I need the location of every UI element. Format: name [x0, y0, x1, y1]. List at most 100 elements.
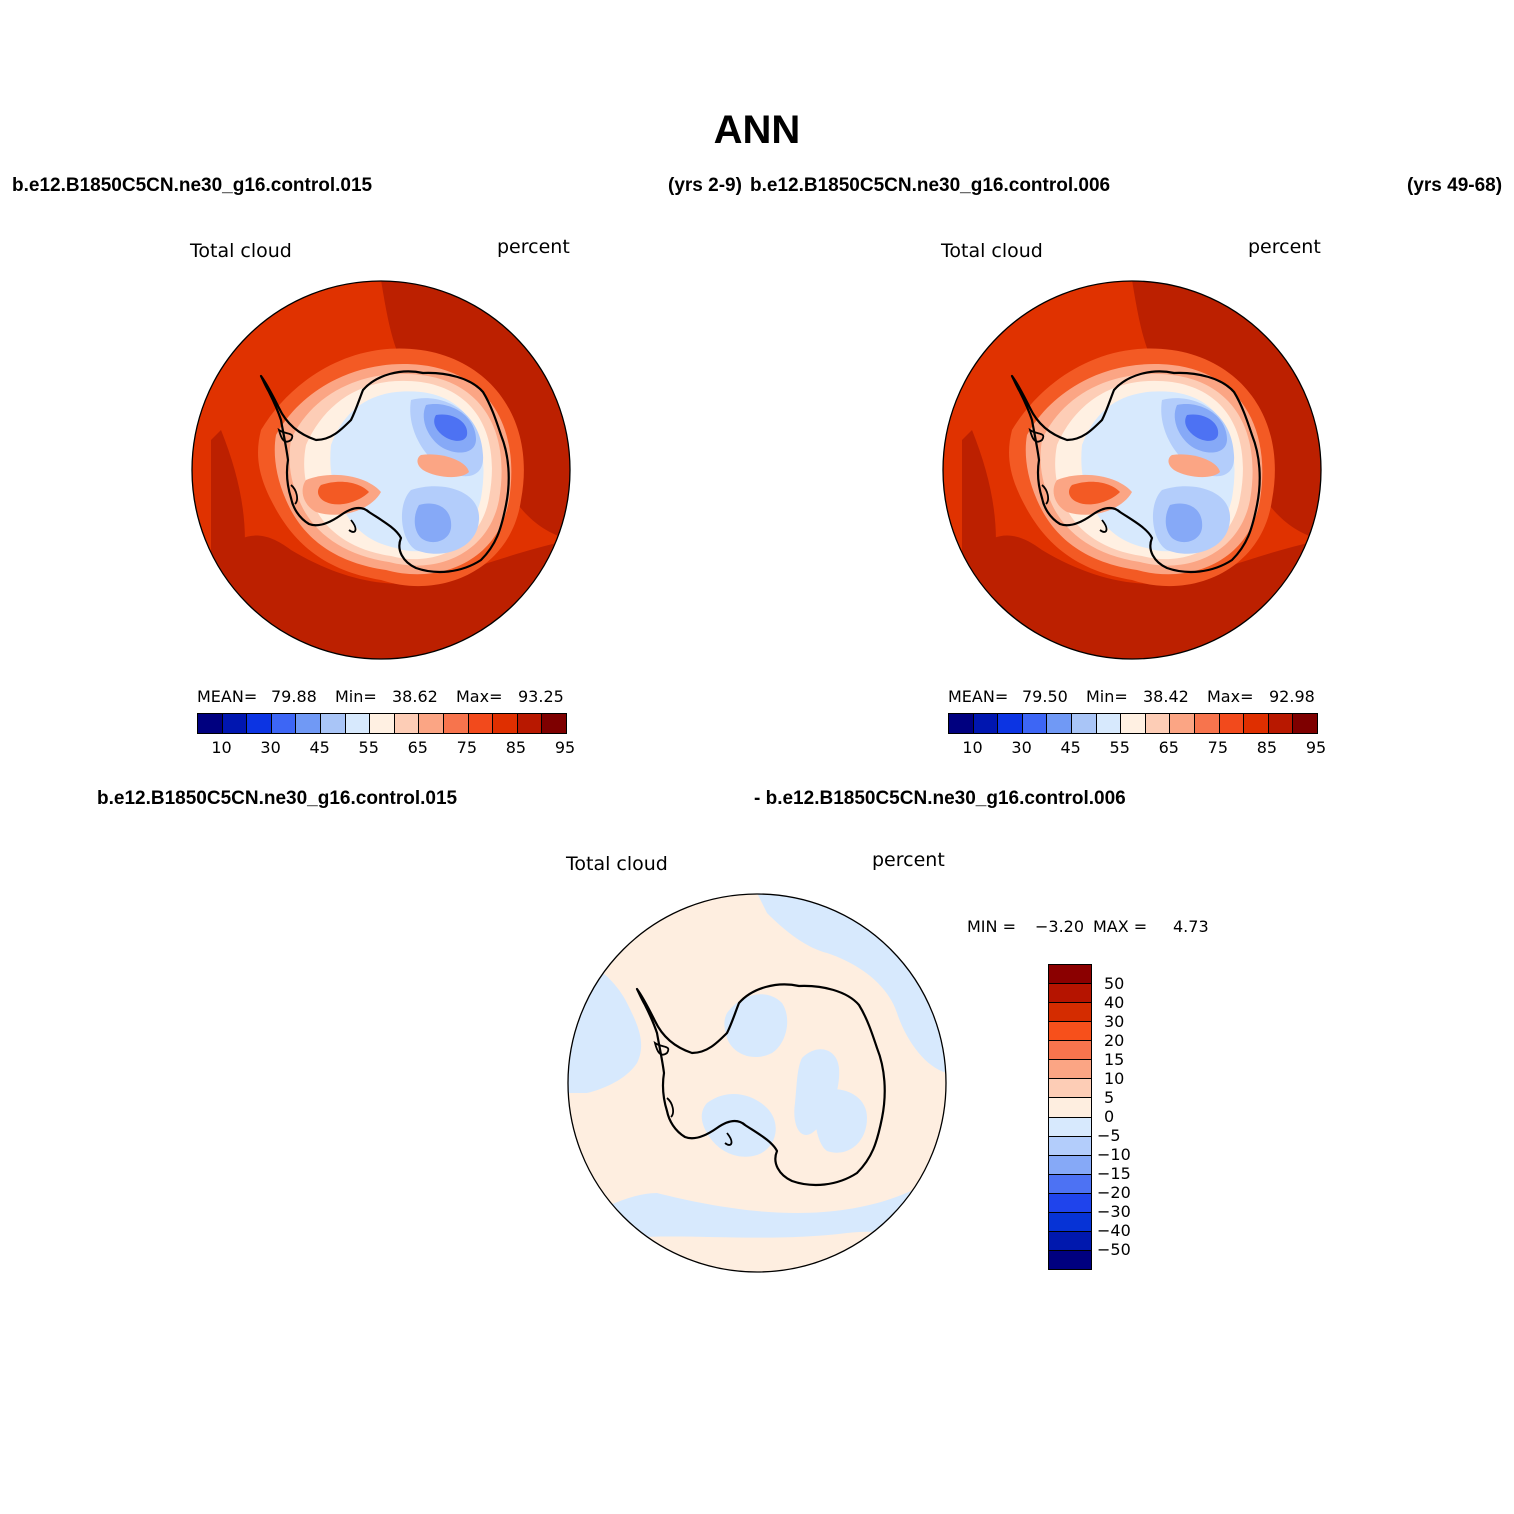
colorbar-swatch	[1293, 714, 1317, 733]
colorbar-swatch	[1047, 714, 1072, 733]
colorbar-swatch	[1049, 965, 1091, 985]
colorbar-control-015-tick-label: 65	[407, 738, 428, 757]
colorbar-swatch	[1049, 1079, 1091, 1099]
units-label-diff: percent	[872, 849, 945, 871]
case-name-left: b.e12.B1850C5CN.ne30_g16.control.015	[12, 175, 373, 196]
colorbar-difference-tick-label: −20	[1097, 1183, 1131, 1202]
colorbar-swatch	[517, 714, 543, 733]
min-label-left: Min=	[335, 687, 377, 706]
variable-label-right: Total cloud	[941, 240, 1043, 262]
colorbar-control-006-tick-label: 30	[1011, 738, 1032, 757]
colorbar-difference-tick-label: −50	[1097, 1240, 1131, 1259]
colorbar-control-006-tick-label: 55	[1109, 738, 1130, 757]
diff-max-value: 4.73	[1173, 917, 1209, 936]
colorbar-swatch	[998, 714, 1023, 733]
colorbar-swatch	[419, 714, 444, 733]
colorbar-control-006-tick-label: 45	[1060, 738, 1081, 757]
colorbar-swatch	[247, 714, 272, 733]
colorbar-swatch	[1071, 714, 1097, 733]
variable-label-left: Total cloud	[190, 240, 292, 262]
colorbar-swatch	[1022, 714, 1048, 733]
colorbar-swatch	[271, 714, 297, 733]
diff-case-b: - b.e12.B1850C5CN.ne30_g16.control.006	[754, 788, 1126, 809]
mean-value-right: 79.50	[1022, 687, 1068, 706]
years-left: (yrs 2-9)	[668, 175, 742, 196]
colorbar-control-015-tick-label: 45	[309, 738, 330, 757]
colorbar-control-006	[948, 713, 1318, 734]
colorbar-control-015-tick-label: 75	[456, 738, 478, 757]
colorbar-difference-tick-label: 0	[1104, 1107, 1115, 1126]
colorbar-difference	[1048, 964, 1092, 1270]
colorbar-swatch	[1049, 1231, 1091, 1251]
colorbar-difference-tick-label: 10	[1104, 1069, 1125, 1088]
case-name-right: b.e12.B1850C5CN.ne30_g16.control.006	[750, 175, 1111, 196]
colorbar-swatch	[345, 714, 371, 733]
colorbar-control-015-tick-label: 85	[505, 738, 527, 757]
colorbar-swatch	[1049, 1022, 1091, 1042]
colorbar-swatch	[1049, 1098, 1091, 1118]
colorbar-swatch	[1170, 714, 1195, 733]
colorbar-difference-tick-label: −40	[1097, 1221, 1131, 1240]
colorbar-swatch	[468, 714, 494, 733]
colorbar-control-006-tick-label: 10	[962, 738, 983, 757]
variable-label-diff: Total cloud	[566, 853, 668, 875]
antarctic-map-difference	[567, 893, 947, 1273]
colorbar-swatch	[198, 714, 223, 733]
colorbar-difference-tick-label: −10	[1097, 1145, 1131, 1164]
colorbar-swatch	[296, 714, 321, 733]
colorbar-swatch	[949, 714, 974, 733]
colorbar-difference-tick-label: 20	[1104, 1031, 1125, 1050]
colorbar-swatch	[1049, 1174, 1091, 1194]
max-label-left: Max=	[456, 687, 503, 706]
colorbar-control-015-tick-label: 95	[554, 738, 576, 757]
colorbar-control-015-tick-label: 30	[260, 738, 281, 757]
max-label-right: Max=	[1207, 687, 1254, 706]
colorbar-difference-tick-label: −30	[1097, 1202, 1131, 1221]
colorbar-swatch	[1049, 1136, 1091, 1156]
colorbar-swatch	[1049, 1117, 1091, 1137]
colorbar-difference-tick-label: 5	[1104, 1088, 1115, 1107]
diff-min-label: MIN =	[967, 917, 1016, 936]
colorbar-control-006-tick-label: 95	[1305, 738, 1327, 757]
colorbar-control-006-tick-label: 85	[1256, 738, 1278, 757]
mean-value-left: 79.88	[271, 687, 317, 706]
units-label-left: percent	[497, 236, 570, 258]
colorbar-swatch	[394, 714, 420, 733]
years-right: (yrs 49-68)	[1407, 175, 1503, 196]
colorbar-swatch	[1219, 714, 1245, 733]
colorbar-swatch	[1096, 714, 1122, 733]
diff-min-value: −3.20	[1035, 917, 1085, 936]
colorbar-swatch	[1049, 1212, 1091, 1232]
colorbar-swatch	[1268, 714, 1294, 733]
colorbar-control-015	[197, 713, 567, 734]
colorbar-difference-tick-label: −5	[1097, 1126, 1121, 1145]
colorbar-control-015-tick-label: 10	[211, 738, 232, 757]
min-value-left: 38.62	[392, 687, 438, 706]
colorbar-swatch	[1244, 714, 1269, 733]
colorbar-difference-tick-label: 40	[1104, 993, 1125, 1012]
colorbar-swatch	[320, 714, 346, 733]
colorbar-swatch	[1049, 1193, 1091, 1213]
colorbar-swatch	[1049, 1060, 1091, 1080]
diff-max-label: MAX =	[1093, 917, 1148, 936]
colorbar-swatch	[443, 714, 469, 733]
page-title: ANN	[713, 108, 801, 152]
colorbar-swatch	[1049, 984, 1091, 1004]
colorbar-swatch	[222, 714, 248, 733]
colorbar-swatch	[1121, 714, 1146, 733]
colorbar-control-015-tick-label: 55	[358, 738, 379, 757]
max-value-left: 93.25	[518, 687, 564, 706]
colorbar-swatch	[973, 714, 999, 733]
colorbar-swatch	[493, 714, 518, 733]
units-label-right: percent	[1248, 236, 1321, 258]
colorbar-swatch	[1145, 714, 1171, 733]
antarctic-map-control-015	[191, 280, 571, 660]
colorbar-swatch	[370, 714, 395, 733]
colorbar-difference-tick-label: 30	[1104, 1012, 1125, 1031]
colorbar-control-006-tick-label: 75	[1207, 738, 1229, 757]
mean-label-left: MEAN=	[197, 687, 258, 706]
colorbar-difference-tick-label: −15	[1097, 1164, 1131, 1183]
diff-case-a: b.e12.B1850C5CN.ne30_g16.control.015	[97, 788, 458, 809]
antarctic-map-control-006	[942, 280, 1322, 660]
colorbar-difference-tick-label: 15	[1104, 1050, 1125, 1069]
